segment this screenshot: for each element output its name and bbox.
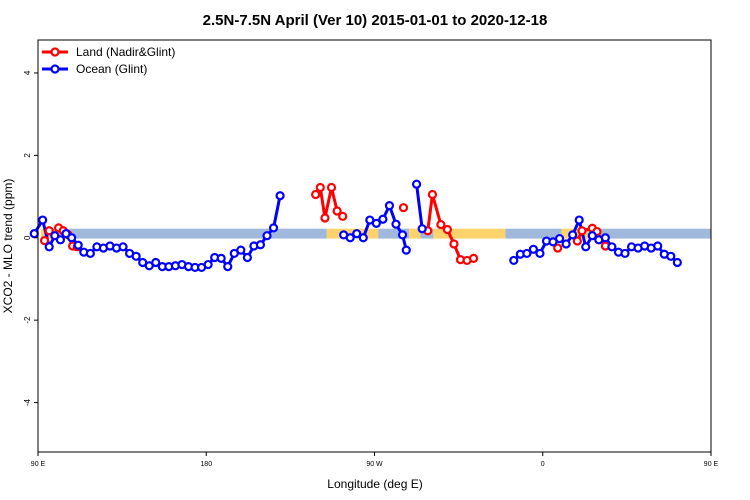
land-point	[468, 253, 479, 263]
land-point	[449, 239, 459, 249]
land-point	[44, 226, 54, 236]
terrain-bands	[40, 228, 711, 239]
ocean-point	[358, 233, 368, 243]
y-axis-ticks: -4 -2 0 2 4	[23, 70, 38, 406]
ocean-point	[384, 201, 395, 211]
land-point	[553, 243, 563, 253]
chart-title: 2.5N-7.5N April (Ver 10) 2015-01-01 to 2…	[203, 12, 548, 29]
ocean-point	[44, 242, 54, 252]
band-ocean-3	[378, 228, 410, 239]
ocean-point	[535, 248, 545, 259]
ocean-point	[85, 248, 95, 259]
series-points	[29, 179, 682, 273]
ocean-point	[352, 229, 362, 239]
ocean-point	[118, 242, 128, 252]
land-point	[311, 189, 321, 200]
land-point	[332, 206, 342, 216]
ocean-point	[151, 257, 161, 268]
land-point	[338, 211, 348, 221]
ocean-point	[55, 235, 66, 245]
band-land-4	[409, 228, 421, 239]
y-tick-label: -2	[23, 316, 32, 324]
y-tick-label: 0	[23, 235, 32, 240]
ocean-point	[509, 255, 519, 266]
land-point	[39, 236, 50, 246]
legend: Land (Nadir&Glint) Ocean (Glint)	[42, 45, 175, 76]
x-tick-label: 0	[541, 461, 545, 468]
land-point	[436, 219, 446, 230]
ocean-point	[203, 259, 213, 270]
ocean-point	[397, 230, 408, 240]
ocean-point	[378, 214, 388, 224]
land-point	[442, 224, 453, 235]
ocean-point	[371, 218, 381, 228]
ocean-point	[411, 179, 422, 189]
land-point	[427, 189, 438, 200]
ocean-point	[268, 223, 279, 233]
ocean-point	[528, 244, 539, 254]
ocean-point	[262, 231, 272, 241]
ocean-point	[417, 224, 427, 234]
land-point	[398, 203, 409, 213]
band-ocean-1	[59, 228, 327, 239]
ocean-point	[666, 251, 676, 261]
ocean-point	[581, 242, 591, 252]
ocean-point	[216, 253, 226, 263]
ocean-point	[67, 233, 77, 243]
land-point	[320, 213, 330, 223]
y-tick-label: 4	[23, 70, 32, 75]
ocean-point	[223, 262, 233, 272]
ocean-point	[620, 248, 630, 259]
x-tick-label: 90 E	[31, 461, 46, 468]
x-axis-label: Longitude (deg E)	[327, 477, 422, 491]
ocean-point	[401, 245, 411, 255]
ocean-point	[600, 233, 610, 243]
ocean-point	[391, 219, 401, 229]
band-ocean-7	[505, 228, 562, 239]
ocean-point	[653, 241, 663, 251]
ocean-point	[522, 248, 532, 259]
x-tick-label: 90 W	[366, 461, 383, 468]
legend-land-label: Land (Nadir&Glint)	[76, 45, 175, 59]
ocean-point	[73, 240, 83, 250]
ocean-point	[255, 240, 266, 250]
ocean-point	[38, 215, 48, 225]
ocean-line-segment-2	[415, 184, 424, 229]
ocean-point	[672, 257, 682, 268]
land-point	[577, 226, 587, 236]
ocean-point	[568, 230, 578, 240]
land-point	[572, 236, 582, 246]
legend-land-marker	[50, 47, 60, 57]
y-axis-label: XCO2 - MLO trend (ppm)	[1, 179, 15, 314]
ocean-point	[574, 215, 584, 225]
ocean-point	[561, 239, 571, 249]
legend-ocean-marker	[50, 64, 60, 74]
ocean-point	[242, 252, 252, 263]
x-tick-label: 180	[200, 461, 212, 468]
legend-ocean-label: Ocean (Glint)	[76, 62, 147, 76]
ocean-point	[607, 242, 617, 252]
x-axis-ticks: 90 E 180 90 W 0 90 E	[31, 452, 719, 468]
land-point	[315, 182, 325, 193]
x-tick-label: 90 E	[704, 461, 719, 468]
ocean-point	[345, 233, 355, 243]
y-tick-label: 2	[23, 153, 32, 158]
land-point	[326, 182, 337, 193]
band-ocean-9	[588, 228, 711, 239]
y-tick-label: -4	[23, 398, 32, 406]
ocean-point	[275, 191, 285, 201]
ocean-point	[587, 231, 597, 241]
ocean-point	[554, 233, 565, 244]
band-land-6	[433, 228, 506, 239]
ocean-point	[131, 251, 141, 261]
ocean-point	[236, 245, 246, 255]
